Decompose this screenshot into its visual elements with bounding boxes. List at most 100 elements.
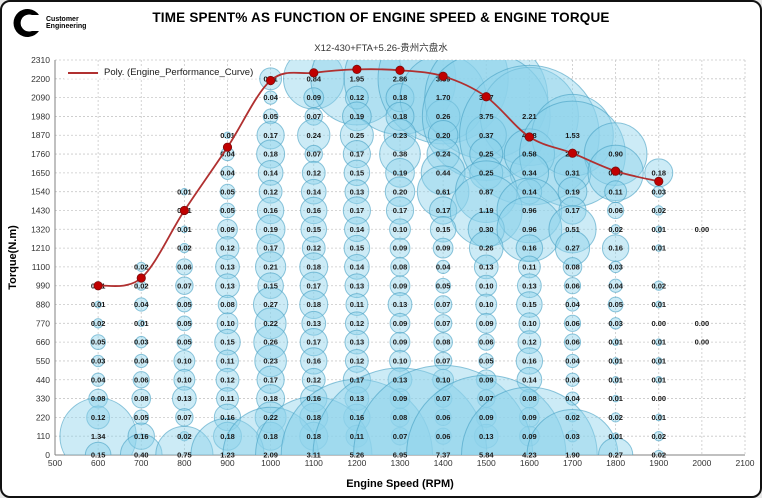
bubble bbox=[469, 155, 504, 190]
value-label: 0.09 bbox=[522, 432, 537, 441]
bubble bbox=[179, 242, 190, 254]
value-label: 0.18 bbox=[263, 150, 278, 159]
value-label: 0.58 bbox=[522, 150, 537, 159]
bubble bbox=[132, 371, 150, 389]
bubble bbox=[567, 412, 578, 423]
value-label: 0.05 bbox=[220, 206, 235, 215]
value-label: 0.51 bbox=[565, 225, 580, 234]
bubble bbox=[426, 137, 460, 171]
value-label: 0.11 bbox=[220, 394, 234, 403]
value-label: 0.01 bbox=[91, 300, 106, 309]
curve-marker bbox=[352, 64, 362, 75]
tick-labels: 500 600 700 800 900 1000 1100 1200 1300 1400 1500 1… bbox=[31, 55, 755, 468]
value-label: 0.01 bbox=[651, 225, 666, 234]
value-label: 0.14 bbox=[306, 187, 321, 196]
page-title: TIME SPENT% AS FUNCTION OF ENGINE SPEED … bbox=[152, 10, 610, 25]
bubble bbox=[212, 421, 243, 451]
value-label: 0.20 bbox=[393, 187, 408, 196]
bubble bbox=[389, 331, 411, 353]
curve-marker bbox=[567, 148, 578, 158]
bubble bbox=[473, 254, 499, 280]
value-label: 1.34 bbox=[91, 432, 106, 441]
value-label: 0.01 bbox=[608, 357, 623, 366]
bubble bbox=[255, 251, 287, 283]
value-label: 0.01 bbox=[651, 244, 666, 253]
value-label: 0.04 bbox=[134, 300, 149, 309]
bubble bbox=[173, 368, 196, 391]
bubble bbox=[565, 391, 580, 406]
bubble bbox=[301, 160, 326, 185]
value-label: 0.01 bbox=[220, 131, 235, 140]
bubble bbox=[475, 274, 498, 297]
bubble bbox=[190, 417, 265, 455]
x-tick-label: 1300 bbox=[391, 458, 410, 468]
value-label: 0.05 bbox=[177, 300, 192, 309]
value-label: 0.10 bbox=[393, 357, 408, 366]
value-label: 6.95 bbox=[393, 451, 408, 460]
value-label: 0.13 bbox=[350, 187, 365, 196]
value-label: 0.09 bbox=[393, 394, 408, 403]
value-label: 0.05 bbox=[263, 112, 278, 121]
curve-marker bbox=[524, 132, 534, 142]
value-label: 0.07 bbox=[436, 394, 451, 403]
value-label: 0.06 bbox=[134, 375, 149, 384]
value-label: 0.08 bbox=[220, 300, 235, 309]
value-label: 0.16 bbox=[306, 206, 321, 215]
value-label: 0.07 bbox=[306, 112, 321, 121]
value-label: 0.03 bbox=[651, 187, 666, 196]
bubble bbox=[59, 397, 137, 455]
value-label: 0.16 bbox=[608, 244, 623, 253]
bubble bbox=[563, 277, 582, 295]
value-label: 0.16 bbox=[522, 244, 537, 253]
x-tick-label: 1900 bbox=[649, 458, 668, 468]
bubble bbox=[654, 357, 663, 365]
y-tick-label: 660 bbox=[36, 337, 50, 347]
value-label: 0.05 bbox=[134, 413, 149, 422]
value-label: 0.04 bbox=[565, 394, 580, 403]
value-label: 0.25 bbox=[479, 150, 494, 159]
value-label: 0.13 bbox=[522, 281, 537, 290]
value-label: 0.11 bbox=[220, 357, 234, 366]
value-label: 0.05 bbox=[91, 338, 106, 347]
y-tick-label: 1320 bbox=[31, 224, 50, 234]
bubble bbox=[304, 144, 323, 164]
bubble bbox=[566, 429, 579, 443]
value-label: 0.11 bbox=[522, 263, 536, 272]
value-label: 0.12 bbox=[350, 357, 365, 366]
value-label: 0.06 bbox=[565, 281, 580, 290]
bubble bbox=[84, 441, 112, 455]
bubble bbox=[92, 318, 104, 329]
logo-line1: Customer bbox=[46, 15, 79, 23]
value-label: 0.00 bbox=[695, 225, 710, 234]
x-tick-label: 1600 bbox=[520, 458, 539, 468]
value-label: 0.15 bbox=[220, 338, 235, 347]
curve-marker bbox=[222, 142, 233, 152]
value-label: 0.18 bbox=[651, 168, 666, 177]
value-label: 0.02 bbox=[91, 319, 106, 328]
bubble bbox=[344, 349, 369, 373]
value-label: 0.01 bbox=[651, 413, 666, 422]
trendline-legend-label: Poly. (Engine_Performance_Curve) bbox=[104, 67, 254, 78]
bubble bbox=[653, 449, 664, 455]
y-tick-label: 110 bbox=[36, 431, 50, 441]
bubble bbox=[215, 273, 240, 299]
bubble bbox=[477, 333, 495, 351]
x-tick-label: 1500 bbox=[477, 458, 496, 468]
bubble bbox=[344, 273, 370, 299]
value-label: 0.24 bbox=[436, 150, 451, 159]
value-label: 0.04 bbox=[263, 93, 278, 102]
y-axis-title: Torque(N.m) bbox=[7, 225, 19, 290]
value-label: 0.06 bbox=[565, 319, 580, 328]
x-tick-label: 1700 bbox=[563, 458, 582, 468]
value-label: 0.17 bbox=[350, 150, 365, 159]
bubble bbox=[653, 280, 664, 291]
bubble bbox=[256, 233, 285, 263]
value-label: 0.16 bbox=[306, 357, 321, 366]
bubble bbox=[609, 317, 622, 330]
value-label: 0.15 bbox=[350, 244, 365, 253]
curve-marker bbox=[93, 281, 103, 291]
value-label: 0.12 bbox=[91, 413, 106, 422]
bubble bbox=[214, 328, 241, 356]
bubble bbox=[515, 234, 544, 262]
curve-marker bbox=[179, 205, 189, 216]
